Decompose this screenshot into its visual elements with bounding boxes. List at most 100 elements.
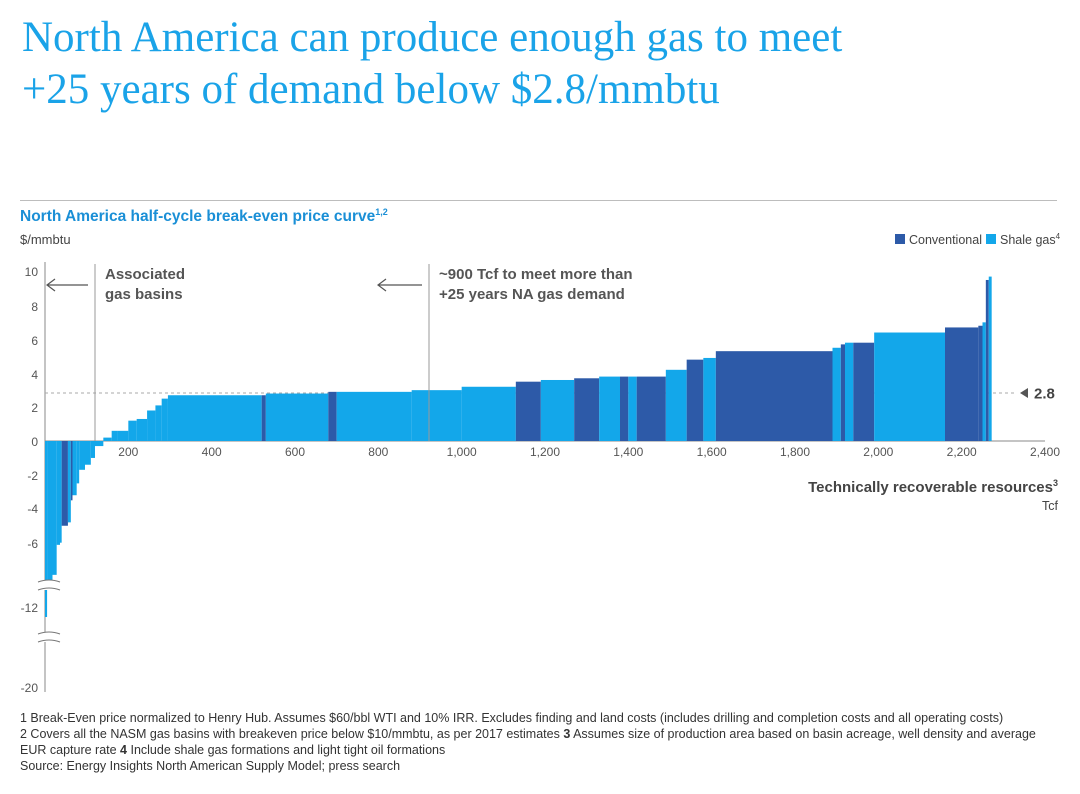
bar-shale — [411, 390, 462, 441]
headline-line-2: +25 years of demand below $2.8/mmbtu — [22, 66, 720, 113]
bar-shale — [147, 410, 156, 441]
bar-shale — [76, 441, 80, 484]
bar-shale — [874, 332, 945, 441]
bar-shale — [665, 369, 687, 441]
footnote-text: Assumes size of production area based on… — [20, 727, 1036, 757]
bar-shale — [85, 441, 91, 465]
bar-shale — [461, 386, 516, 441]
x-tick-label: 1,000 — [447, 445, 477, 459]
bar-shale — [982, 322, 986, 441]
arrow-left-icon — [377, 278, 422, 292]
legend-label-shale: Shale gas4 — [1000, 232, 1061, 247]
footnote-line-2: 2 Covers all the NASM gas basins with br… — [20, 726, 1065, 758]
bar-shale — [103, 437, 112, 441]
reference-triangle-icon — [1020, 388, 1028, 398]
legend-swatch-shale — [986, 234, 996, 244]
x-tick-label: 1,600 — [697, 445, 727, 459]
footnote-source: Source: Energy Insights North American S… — [20, 759, 401, 773]
bar-conventional — [70, 441, 73, 501]
bar-shale — [128, 420, 137, 441]
bar-shale — [136, 418, 148, 441]
footnote-number: 2 — [20, 727, 27, 741]
bar-conventional — [620, 376, 629, 441]
y-tick-label: 10 — [25, 265, 39, 279]
y-tick-label: 4 — [31, 368, 38, 382]
x-tick-labels: 200 400 600 800 1,000 1,200 1,400 1,600 1,800 2,0… — [118, 445, 1060, 459]
legend-swatch-conventional — [895, 234, 905, 244]
bar-conventional — [978, 325, 983, 441]
footnote-line-1: 1 Break-Even price normalized to Henry H… — [20, 710, 1065, 726]
bar-shale — [265, 393, 329, 441]
bar-shale — [45, 441, 48, 617]
bar-shale — [52, 441, 57, 575]
bar-shale — [628, 376, 637, 441]
bar-shale — [67, 441, 71, 523]
headline-line-1: North America can produce enough gas to … — [22, 14, 843, 61]
bar-conventional — [261, 395, 266, 441]
bar-conventional — [574, 378, 600, 441]
annotation-associated-line2: gas basins — [105, 286, 183, 303]
bar-conventional — [985, 279, 989, 441]
x-tick-label: 2,000 — [863, 445, 893, 459]
bar-shale — [988, 276, 992, 441]
axis-break-mark-1 — [37, 579, 61, 591]
bar-shale — [703, 357, 716, 441]
bar-conventional — [840, 344, 845, 441]
annotation-900tcf-line1: ~900 Tcf to meet more than — [439, 266, 633, 283]
reference-value-label: 2.8 — [1034, 386, 1055, 403]
y-tick-label: 8 — [31, 300, 38, 314]
bars-group — [45, 276, 992, 617]
chart-title-text: North America half-cycle break-even pric… — [20, 208, 376, 226]
bar-conventional — [636, 376, 666, 441]
bar-shale — [60, 441, 62, 543]
footnote-text: Include shale gas formations and light t… — [127, 743, 446, 757]
y-tick-label: -12 — [21, 601, 39, 615]
y-tick-label: 2 — [31, 401, 38, 415]
y-tick-label: 6 — [31, 334, 38, 348]
axis-break-mark-2 — [37, 631, 61, 643]
bar-shale — [90, 441, 95, 458]
bar-shale — [599, 376, 620, 441]
y-tick-label: -20 — [21, 681, 39, 695]
footnote-number: 4 — [120, 743, 127, 757]
bar-shale — [540, 379, 575, 441]
x-tick-label: 1,800 — [780, 445, 810, 459]
bar-shale — [845, 342, 854, 441]
bar-shale — [155, 405, 162, 441]
x-tick-label: 1,200 — [530, 445, 560, 459]
bar-shale — [47, 441, 50, 586]
arrow-left-icon — [46, 278, 88, 292]
bar-conventional — [61, 441, 68, 526]
bar-shale — [336, 391, 412, 441]
y-tick-label: -4 — [27, 502, 38, 516]
x-tick-label: 200 — [118, 445, 138, 459]
bar-conventional — [328, 391, 337, 441]
bar-shale — [95, 441, 104, 447]
chart-title: North America half-cycle break-even pric… — [20, 207, 388, 226]
x-tick-label: 1,400 — [613, 445, 643, 459]
x-axis-title: Technically recoverable resources3 — [808, 478, 1058, 496]
footnote-number: 1 — [20, 711, 27, 725]
chart-title-sup: 1,2 — [375, 207, 388, 217]
x-axis-title-sup: 3 — [1053, 478, 1058, 488]
bar-conventional — [853, 342, 875, 441]
bar-shale — [56, 441, 60, 545]
bar-shale — [161, 398, 168, 442]
headline: North America can produce enough gas to … — [22, 12, 1062, 116]
y-tick-label: 0 — [31, 435, 38, 449]
bar-conventional — [945, 327, 979, 441]
y-tick-label: -2 — [27, 469, 38, 483]
bar-shale — [79, 441, 85, 470]
annotation-900tcf-line2: +25 years NA gas demand — [439, 286, 625, 303]
bar-shale — [72, 441, 77, 496]
bar-shale — [111, 430, 118, 441]
legend-label-shale-sup: 4 — [1056, 232, 1061, 241]
x-tick-label: 400 — [202, 445, 222, 459]
x-tick-label: 2,400 — [1030, 445, 1060, 459]
legend-label-conventional: Conventional — [909, 233, 982, 247]
bar-shale — [167, 395, 262, 441]
x-tick-label: 2,200 — [947, 445, 977, 459]
bar-shale — [832, 347, 841, 441]
bar-conventional — [515, 381, 541, 441]
